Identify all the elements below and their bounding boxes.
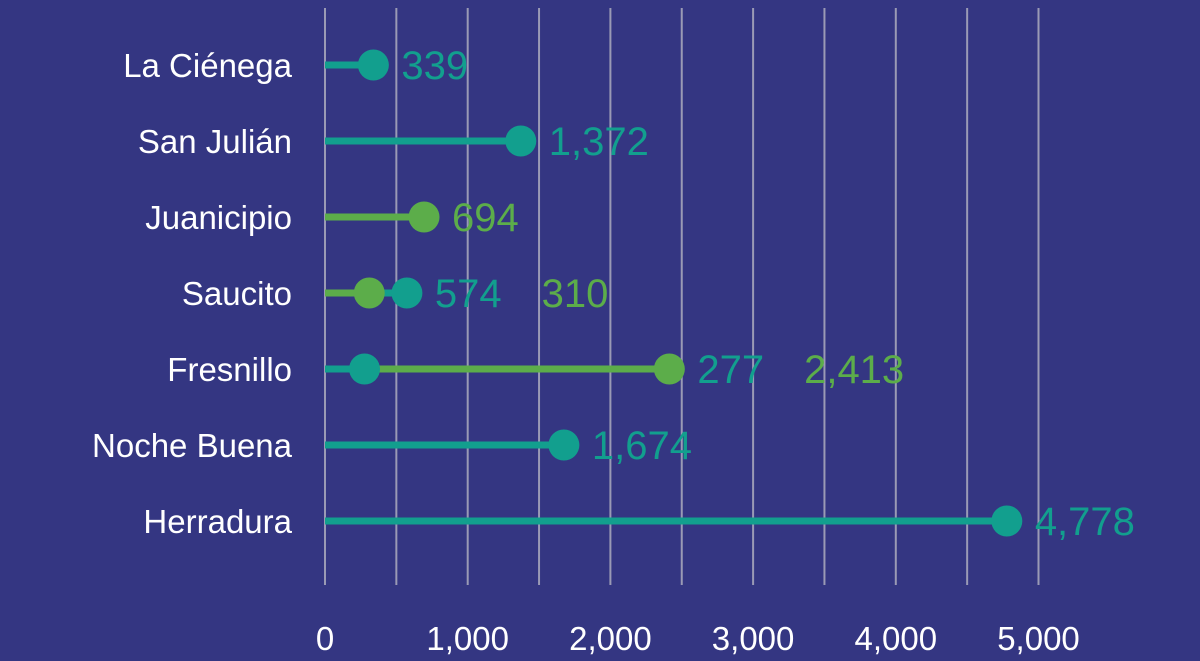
lollipop-dot [353,277,385,309]
lollipop-dot [653,353,685,385]
lollipop-dot [349,353,381,385]
value-label: 277 [697,348,764,392]
lollipop-dot [391,277,423,309]
category-label: Herradura [143,503,292,540]
lollipop-dot [357,49,389,81]
category-label: La Ciénega [123,47,292,84]
lollipop-dot [548,429,580,461]
category-label: Saucito [182,275,292,312]
category-label: San Julián [138,123,292,160]
category-label: Fresnillo [167,351,292,388]
value-label: 1,372 [549,120,649,164]
value-label: 4,778 [1035,500,1135,544]
value-label: 310 [542,272,609,316]
value-label: 694 [452,196,519,240]
value-label: 339 [401,44,468,88]
lollipop-dot [408,201,440,233]
x-tick-label: 4,000 [855,620,938,657]
value-label: 1,674 [592,424,692,468]
x-tick-label: 3,000 [712,620,795,657]
category-label: Juanicipio [145,199,292,236]
value-label: 574 [435,272,502,316]
lollipop-dot [991,505,1023,537]
x-tick-label: 2,000 [569,620,652,657]
x-tick-label: 0 [316,620,334,657]
lollipop-dot [505,125,537,157]
value-label: 2,413 [804,348,904,392]
x-tick-label: 1,000 [426,620,509,657]
category-label: Noche Buena [92,427,293,464]
x-tick-label: 5,000 [997,620,1080,657]
